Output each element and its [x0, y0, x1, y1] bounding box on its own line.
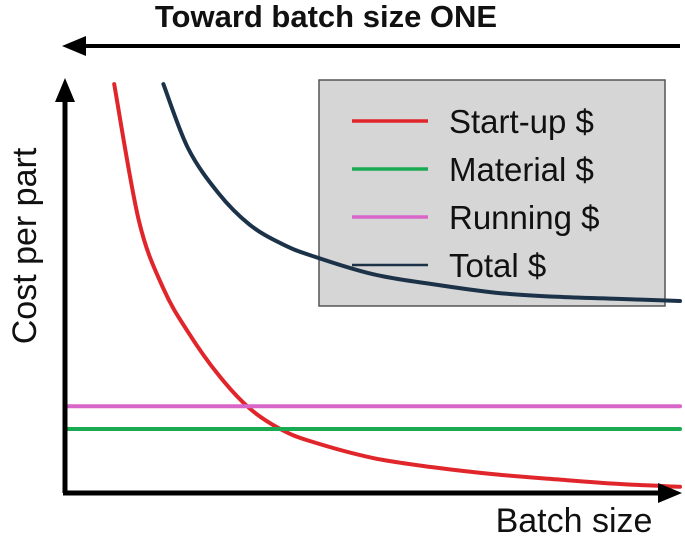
series-line-total: [161, 82, 682, 303]
legend-label-material: Material $: [449, 151, 594, 188]
legend-label-running: Running $: [449, 199, 599, 236]
y-axis-label: Cost per part: [6, 147, 44, 344]
series-layer: [63, 82, 682, 489]
legend-label-start-up: Start-up $: [449, 103, 594, 140]
legend: Start-up $ Material $ Running $ Total $: [318, 79, 666, 307]
legend-label-total: Total $: [449, 247, 546, 284]
y-axis-arrow-head: [55, 78, 75, 102]
series-line-start-up: [112, 82, 682, 489]
banner-arrow-head: [62, 36, 86, 56]
x-axis-arrow-head: [658, 483, 682, 503]
x-axis-label: Batch size: [496, 502, 653, 540]
legend-box: [318, 79, 666, 307]
banner-text: Toward batch size ONE: [155, 0, 497, 34]
